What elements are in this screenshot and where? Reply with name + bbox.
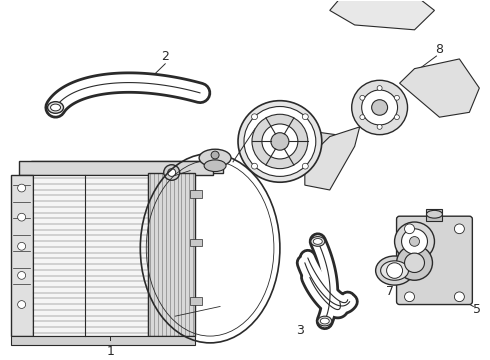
Bar bbox=[19, 161, 213, 175]
Circle shape bbox=[405, 253, 424, 273]
Ellipse shape bbox=[376, 256, 414, 285]
Text: 6: 6 bbox=[441, 219, 449, 233]
Circle shape bbox=[396, 245, 433, 280]
Circle shape bbox=[252, 114, 308, 168]
Text: 3: 3 bbox=[296, 324, 304, 337]
Ellipse shape bbox=[204, 160, 226, 172]
Circle shape bbox=[302, 114, 308, 120]
Circle shape bbox=[410, 237, 419, 246]
Bar bbox=[148, 172, 195, 336]
Circle shape bbox=[360, 115, 365, 120]
Circle shape bbox=[362, 90, 397, 125]
Circle shape bbox=[394, 222, 435, 261]
FancyBboxPatch shape bbox=[396, 216, 472, 305]
Text: 9: 9 bbox=[241, 135, 249, 148]
Ellipse shape bbox=[311, 237, 325, 246]
Bar bbox=[33, 175, 148, 336]
Polygon shape bbox=[399, 59, 479, 117]
Circle shape bbox=[164, 165, 180, 180]
Bar bbox=[190, 239, 202, 246]
Circle shape bbox=[244, 107, 316, 176]
Circle shape bbox=[394, 115, 399, 120]
Polygon shape bbox=[305, 127, 360, 190]
Bar bbox=[11, 175, 33, 336]
Ellipse shape bbox=[381, 261, 409, 280]
Bar bbox=[426, 210, 442, 221]
Circle shape bbox=[454, 292, 465, 302]
Circle shape bbox=[352, 80, 408, 135]
Text: 7: 7 bbox=[386, 285, 393, 298]
Text: 5: 5 bbox=[473, 303, 481, 316]
Polygon shape bbox=[330, 0, 435, 30]
Ellipse shape bbox=[313, 239, 322, 244]
Circle shape bbox=[18, 184, 25, 192]
Circle shape bbox=[405, 224, 415, 234]
Circle shape bbox=[262, 124, 298, 159]
Ellipse shape bbox=[50, 104, 61, 111]
Circle shape bbox=[18, 301, 25, 309]
Circle shape bbox=[377, 86, 382, 90]
Circle shape bbox=[371, 100, 388, 115]
Ellipse shape bbox=[426, 210, 442, 218]
Circle shape bbox=[454, 224, 465, 234]
Ellipse shape bbox=[318, 316, 332, 326]
Ellipse shape bbox=[48, 102, 64, 113]
Circle shape bbox=[251, 163, 258, 169]
Circle shape bbox=[405, 292, 415, 302]
Polygon shape bbox=[30, 161, 223, 172]
Bar bbox=[190, 190, 202, 198]
Circle shape bbox=[302, 163, 308, 169]
Bar bbox=[190, 297, 202, 305]
Bar bbox=[11, 336, 195, 345]
Circle shape bbox=[387, 263, 403, 278]
Circle shape bbox=[360, 95, 365, 100]
Text: 1: 1 bbox=[106, 345, 114, 358]
Polygon shape bbox=[275, 132, 350, 180]
Ellipse shape bbox=[199, 149, 231, 167]
Text: 4: 4 bbox=[257, 117, 265, 130]
Circle shape bbox=[271, 133, 289, 150]
Circle shape bbox=[401, 229, 427, 254]
Circle shape bbox=[377, 125, 382, 129]
Circle shape bbox=[251, 114, 258, 120]
Circle shape bbox=[18, 271, 25, 279]
Ellipse shape bbox=[320, 318, 329, 324]
Text: 8: 8 bbox=[436, 43, 443, 56]
Circle shape bbox=[238, 101, 322, 182]
Circle shape bbox=[394, 95, 399, 100]
Circle shape bbox=[18, 242, 25, 250]
Circle shape bbox=[211, 151, 219, 159]
Circle shape bbox=[18, 213, 25, 221]
Text: 2: 2 bbox=[161, 50, 169, 63]
Circle shape bbox=[168, 168, 176, 176]
